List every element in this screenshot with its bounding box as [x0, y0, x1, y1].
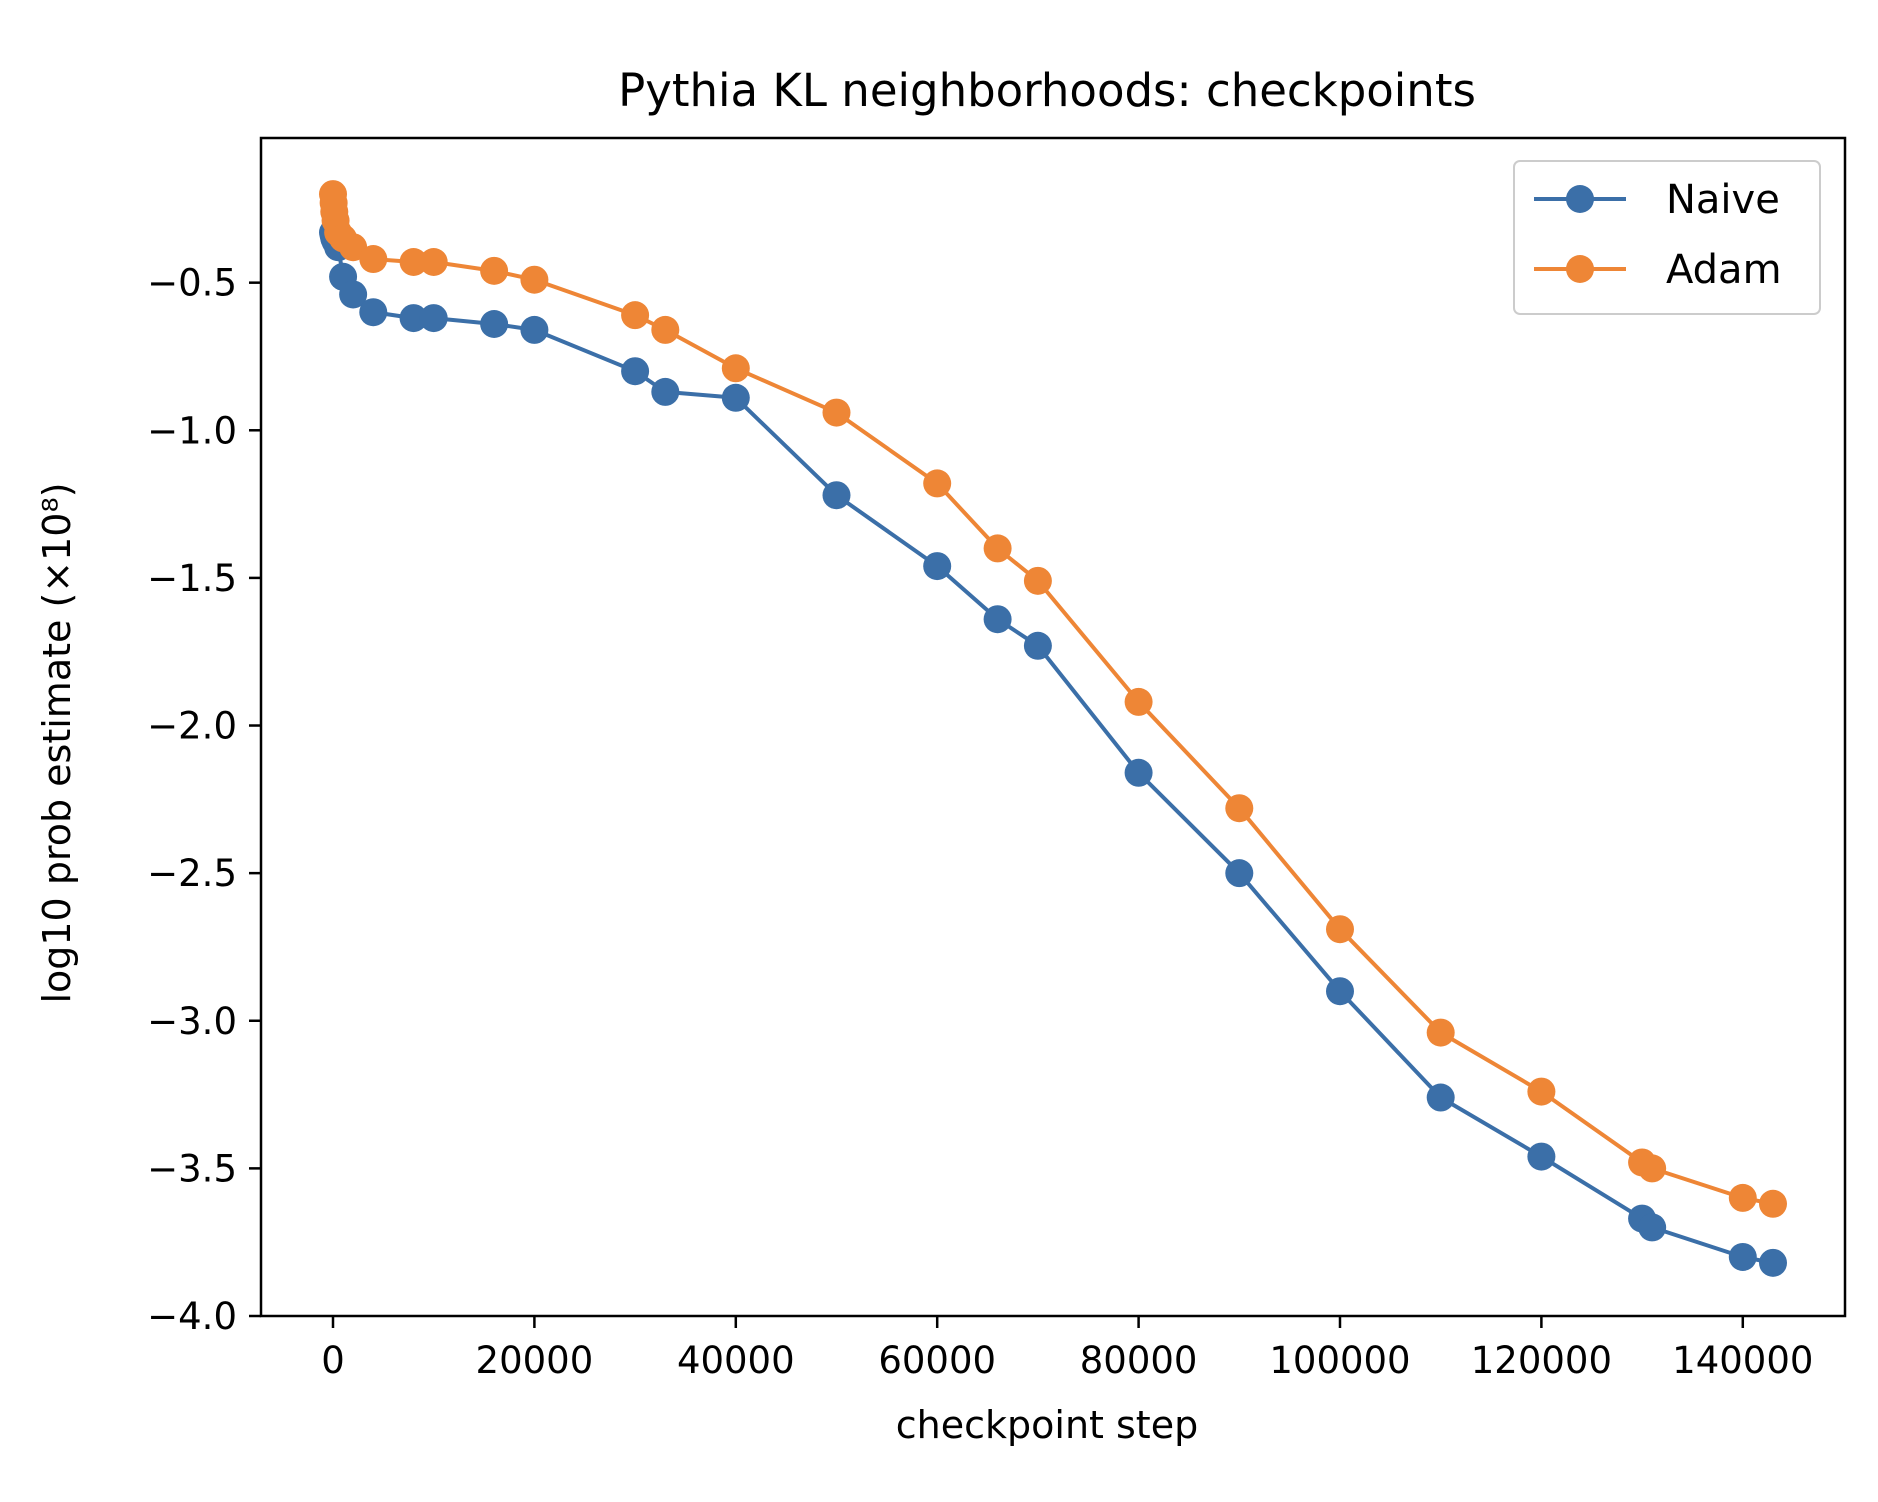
x-tick-label: 0: [321, 1339, 345, 1382]
data-point-naive: [520, 315, 549, 344]
x-tick-label: 120000: [1471, 1339, 1612, 1382]
data-point-adam: [1124, 687, 1153, 716]
data-point-adam: [651, 315, 680, 344]
x-axis: 0 20000 40000 60000 80000 100000 120000 140000: [321, 1316, 1813, 1382]
plot-frame: [259, 136, 1847, 1318]
data-point-adam: [1225, 794, 1254, 823]
data-point-naive: [822, 481, 851, 510]
y-axis-label: log10 prob estimate (×10⁸): [35, 482, 79, 1003]
data-point-naive: [1325, 977, 1354, 1006]
y-tick-label: −4.0: [147, 1295, 237, 1338]
y-tick-label: −1.5: [147, 557, 237, 600]
data-point-naive: [339, 280, 368, 309]
y-tick-label: −0.5: [147, 262, 237, 305]
data-point-adam: [1728, 1183, 1757, 1212]
data-point-naive: [1638, 1213, 1667, 1242]
data-point-naive: [721, 383, 750, 412]
data-point-adam: [520, 265, 549, 294]
y-tick-label: −2.5: [147, 852, 237, 895]
series-line-naive: [331, 232, 1774, 1265]
data-point-adam: [1325, 915, 1354, 944]
x-axis-label: checkpoint step: [896, 1403, 1198, 1447]
x-tick-label: 100000: [1269, 1339, 1410, 1382]
data-point-naive: [399, 304, 428, 333]
data-point-adam: [359, 245, 388, 274]
data-point-naive: [1527, 1142, 1556, 1171]
data-point-naive: [1426, 1083, 1455, 1112]
data-point-naive: [1759, 1248, 1787, 1277]
x-tick-label: 20000: [476, 1339, 594, 1382]
data-point-naive: [359, 298, 388, 327]
y-tick-label: −3.5: [147, 1147, 237, 1190]
data-point-adam: [1426, 1018, 1455, 1047]
data-point-naive: [1023, 631, 1052, 660]
legend: Naive Adam: [1513, 160, 1821, 315]
data-point-naive: [923, 552, 952, 581]
x-tick-label: 40000: [677, 1339, 795, 1382]
data-point-adam: [822, 398, 851, 427]
data-point-adam: [983, 534, 1012, 563]
data-point-adam: [1759, 1189, 1787, 1218]
y-tick-label: −2.0: [147, 705, 237, 748]
data-point-adam: [399, 248, 428, 276]
chart-title: Pythia KL neighborhoods: checkpoints: [618, 64, 1476, 117]
data-point-adam: [621, 301, 650, 330]
data-point-adam: [923, 469, 952, 498]
plot-series: [319, 180, 1787, 1277]
data-point-naive: [1728, 1242, 1757, 1271]
data-point-adam: [1527, 1077, 1556, 1106]
x-tick-label: 60000: [878, 1339, 996, 1382]
data-point-adam: [1023, 566, 1052, 595]
data-point-adam: [1638, 1154, 1667, 1183]
legend-label-adam: Adam: [1666, 247, 1782, 293]
legend-swatch-marker-adam: [1566, 255, 1594, 283]
data-point-adam: [480, 256, 509, 285]
y-axis: −0.5 −1.0 −1.5 −2.0 −2.5 −3.0 −3.5 −4.0: [147, 262, 261, 1338]
y-tick-label: −1.0: [147, 409, 237, 452]
data-point-naive: [1225, 859, 1254, 888]
data-point-adam: [721, 354, 750, 383]
data-point-naive: [621, 357, 650, 386]
data-point-naive: [419, 304, 448, 333]
data-point-naive: [651, 377, 680, 406]
x-tick-label: 140000: [1672, 1339, 1813, 1382]
legend-swatch-marker-naive: [1566, 185, 1594, 213]
data-point-naive: [1124, 758, 1153, 787]
data-point-naive: [480, 310, 509, 338]
legend-label-naive: Naive: [1666, 177, 1780, 223]
data-point-naive: [983, 605, 1012, 634]
data-point-adam: [419, 248, 448, 276]
y-tick-label: −3.0: [147, 1000, 237, 1043]
x-tick-label: 80000: [1080, 1339, 1198, 1382]
